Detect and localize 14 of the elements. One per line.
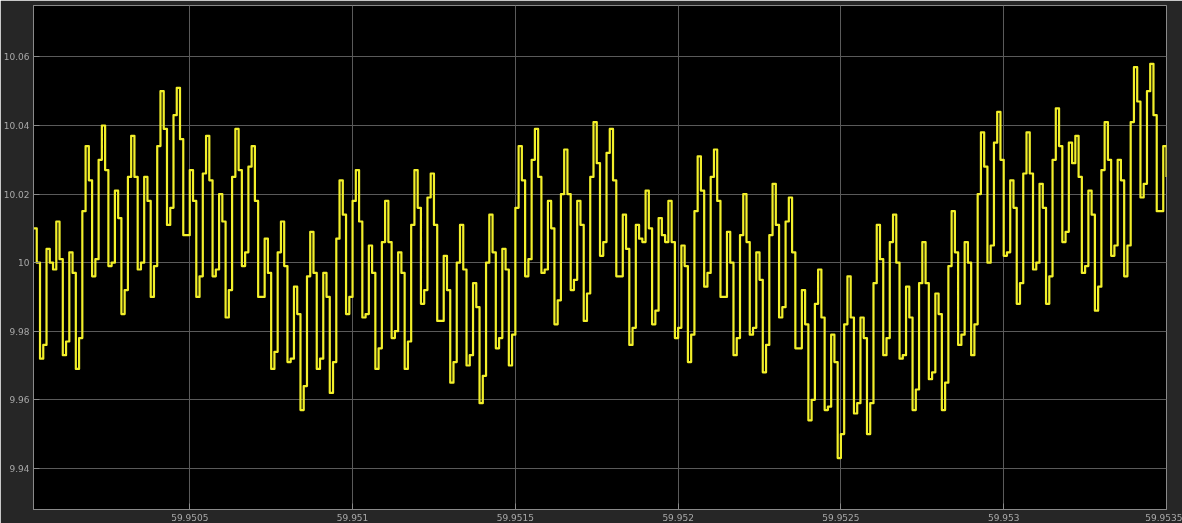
- x-tick-label: 59.9515: [496, 512, 534, 523]
- y-tick-label: 9.98: [9, 326, 30, 337]
- x-tick-label: 59.952: [662, 512, 694, 523]
- y-tick-label: 10.04: [3, 121, 30, 131]
- x-tick-label: 59.9505: [171, 512, 209, 523]
- y-tick-label: 9.94: [9, 463, 30, 474]
- x-tick-label: 59.951: [336, 512, 369, 523]
- x-tick-label: 59.953: [987, 512, 1020, 523]
- y-tick-label: 9.96: [9, 395, 30, 406]
- y-tick-label: 10: [18, 258, 30, 269]
- y-tick-label: 10.02: [3, 189, 30, 200]
- x-tick-label: 59.9535: [1145, 512, 1182, 523]
- x-tick-label: 59.9525: [822, 512, 860, 523]
- y-tick-label: 10.06: [3, 52, 30, 63]
